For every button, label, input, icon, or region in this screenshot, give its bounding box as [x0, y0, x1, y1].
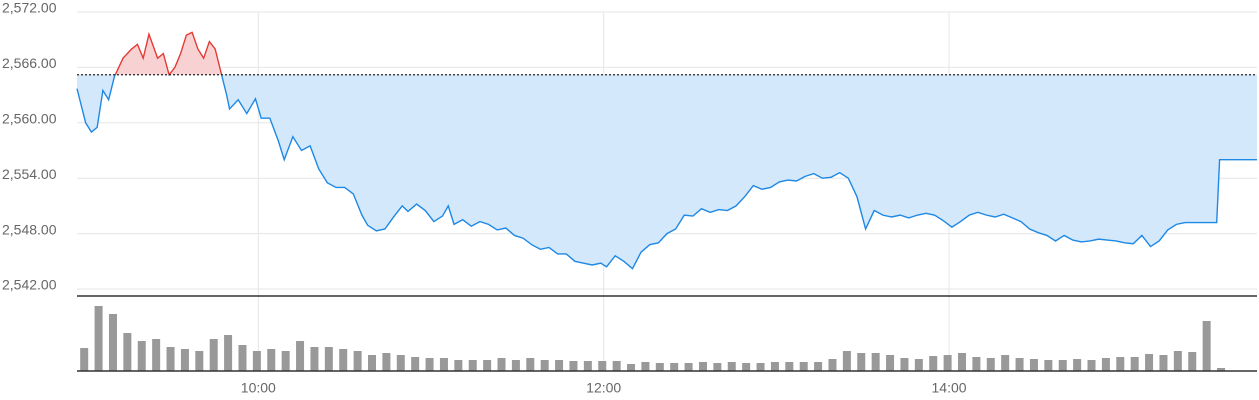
volume-bar — [152, 339, 161, 371]
volume-bar — [770, 362, 779, 371]
volume-bar — [1044, 360, 1053, 371]
volume-bar — [1073, 359, 1082, 371]
volume-bar — [641, 362, 650, 371]
y-tick-label: 2,542.00 — [2, 277, 57, 293]
volume-bar — [670, 363, 679, 371]
y-tick-label: 2,572.00 — [2, 0, 57, 16]
volume-bar — [238, 345, 247, 371]
volume-bar — [742, 363, 751, 371]
volume-bar — [425, 358, 434, 371]
volume-bar — [209, 339, 218, 371]
volume-bar — [698, 362, 707, 371]
volume-bar — [180, 349, 189, 371]
volume-bar — [353, 351, 362, 371]
price-line — [76, 74, 1257, 270]
volume-bar — [857, 353, 866, 371]
volume-bar — [842, 351, 851, 371]
volume-bar — [166, 347, 175, 371]
volume-bar — [1145, 354, 1154, 371]
volume-bar — [914, 359, 923, 371]
volume-bar — [411, 357, 420, 371]
volume-bar — [108, 314, 117, 371]
volume-bar — [195, 351, 204, 371]
volume-bar — [468, 360, 477, 371]
volume-bar — [324, 347, 333, 371]
volume-bar — [526, 358, 535, 371]
volume-bar — [684, 363, 693, 371]
volume-bar — [756, 363, 765, 371]
volume-bar — [814, 362, 823, 371]
volume-bar — [339, 349, 348, 371]
area-above — [115, 32, 222, 75]
volume-bar — [958, 353, 966, 371]
y-tick-label: 2,566.00 — [2, 55, 57, 71]
volume-bar — [727, 362, 736, 371]
volume-bar — [886, 355, 895, 371]
volume-bar — [368, 355, 376, 371]
volume-bar — [310, 347, 319, 371]
volume-bar — [929, 356, 938, 371]
volume-bar — [252, 351, 261, 371]
x-tick-label: 12:00 — [586, 380, 621, 396]
volume-bar — [655, 363, 664, 371]
volume-bar — [612, 361, 621, 371]
volume-bar — [1188, 352, 1197, 371]
volume-bar — [396, 355, 405, 371]
volume-bar — [123, 333, 132, 371]
volume-bar — [1173, 351, 1182, 371]
volume-bar — [483, 360, 492, 371]
volume-bar — [497, 358, 506, 371]
volume-bar — [828, 359, 837, 371]
volume-bar — [785, 362, 794, 371]
volume-bar — [598, 361, 607, 371]
volume-bar — [871, 353, 880, 371]
volume-bar — [80, 348, 89, 371]
x-tick-label: 14:00 — [932, 380, 967, 396]
volume-bar — [900, 358, 909, 371]
volume-bar — [627, 364, 636, 371]
y-tick-label: 2,560.00 — [2, 111, 57, 127]
volume-bar — [382, 353, 391, 371]
volume-bar — [799, 362, 808, 371]
volume-bar — [1101, 358, 1110, 371]
volume-bar — [943, 355, 952, 371]
volume-bar — [1029, 359, 1038, 371]
volume-bar — [454, 360, 463, 371]
volume-bar — [583, 361, 592, 371]
volume-bar — [713, 363, 722, 371]
volume-bar — [137, 341, 146, 371]
volume-bar — [1087, 360, 1096, 371]
volume-bar — [1015, 358, 1024, 371]
volume-bar — [1001, 355, 1010, 371]
volume-bar — [281, 351, 290, 371]
volume-bar — [972, 357, 981, 371]
volume-bar — [1058, 360, 1067, 371]
volume-bar — [1217, 368, 1226, 371]
volume-bar — [224, 335, 233, 371]
y-tick-label: 2,554.00 — [2, 166, 57, 182]
volume-bar — [986, 358, 995, 371]
volume-bar — [94, 306, 103, 371]
volume-bar — [511, 360, 520, 371]
volume-bar — [1159, 355, 1168, 371]
y-tick-label: 2,548.00 — [2, 221, 57, 237]
volume-bar — [1130, 357, 1139, 371]
volume-bar — [555, 360, 564, 371]
x-tick-label: 10:00 — [241, 380, 276, 396]
volume-bar — [1116, 357, 1125, 371]
volume-bar — [296, 341, 305, 371]
volume-bar — [1202, 321, 1211, 371]
volume-bar — [540, 360, 549, 371]
volume-bar — [267, 349, 276, 371]
volume-bar — [439, 358, 448, 371]
volume-bar — [569, 361, 578, 371]
